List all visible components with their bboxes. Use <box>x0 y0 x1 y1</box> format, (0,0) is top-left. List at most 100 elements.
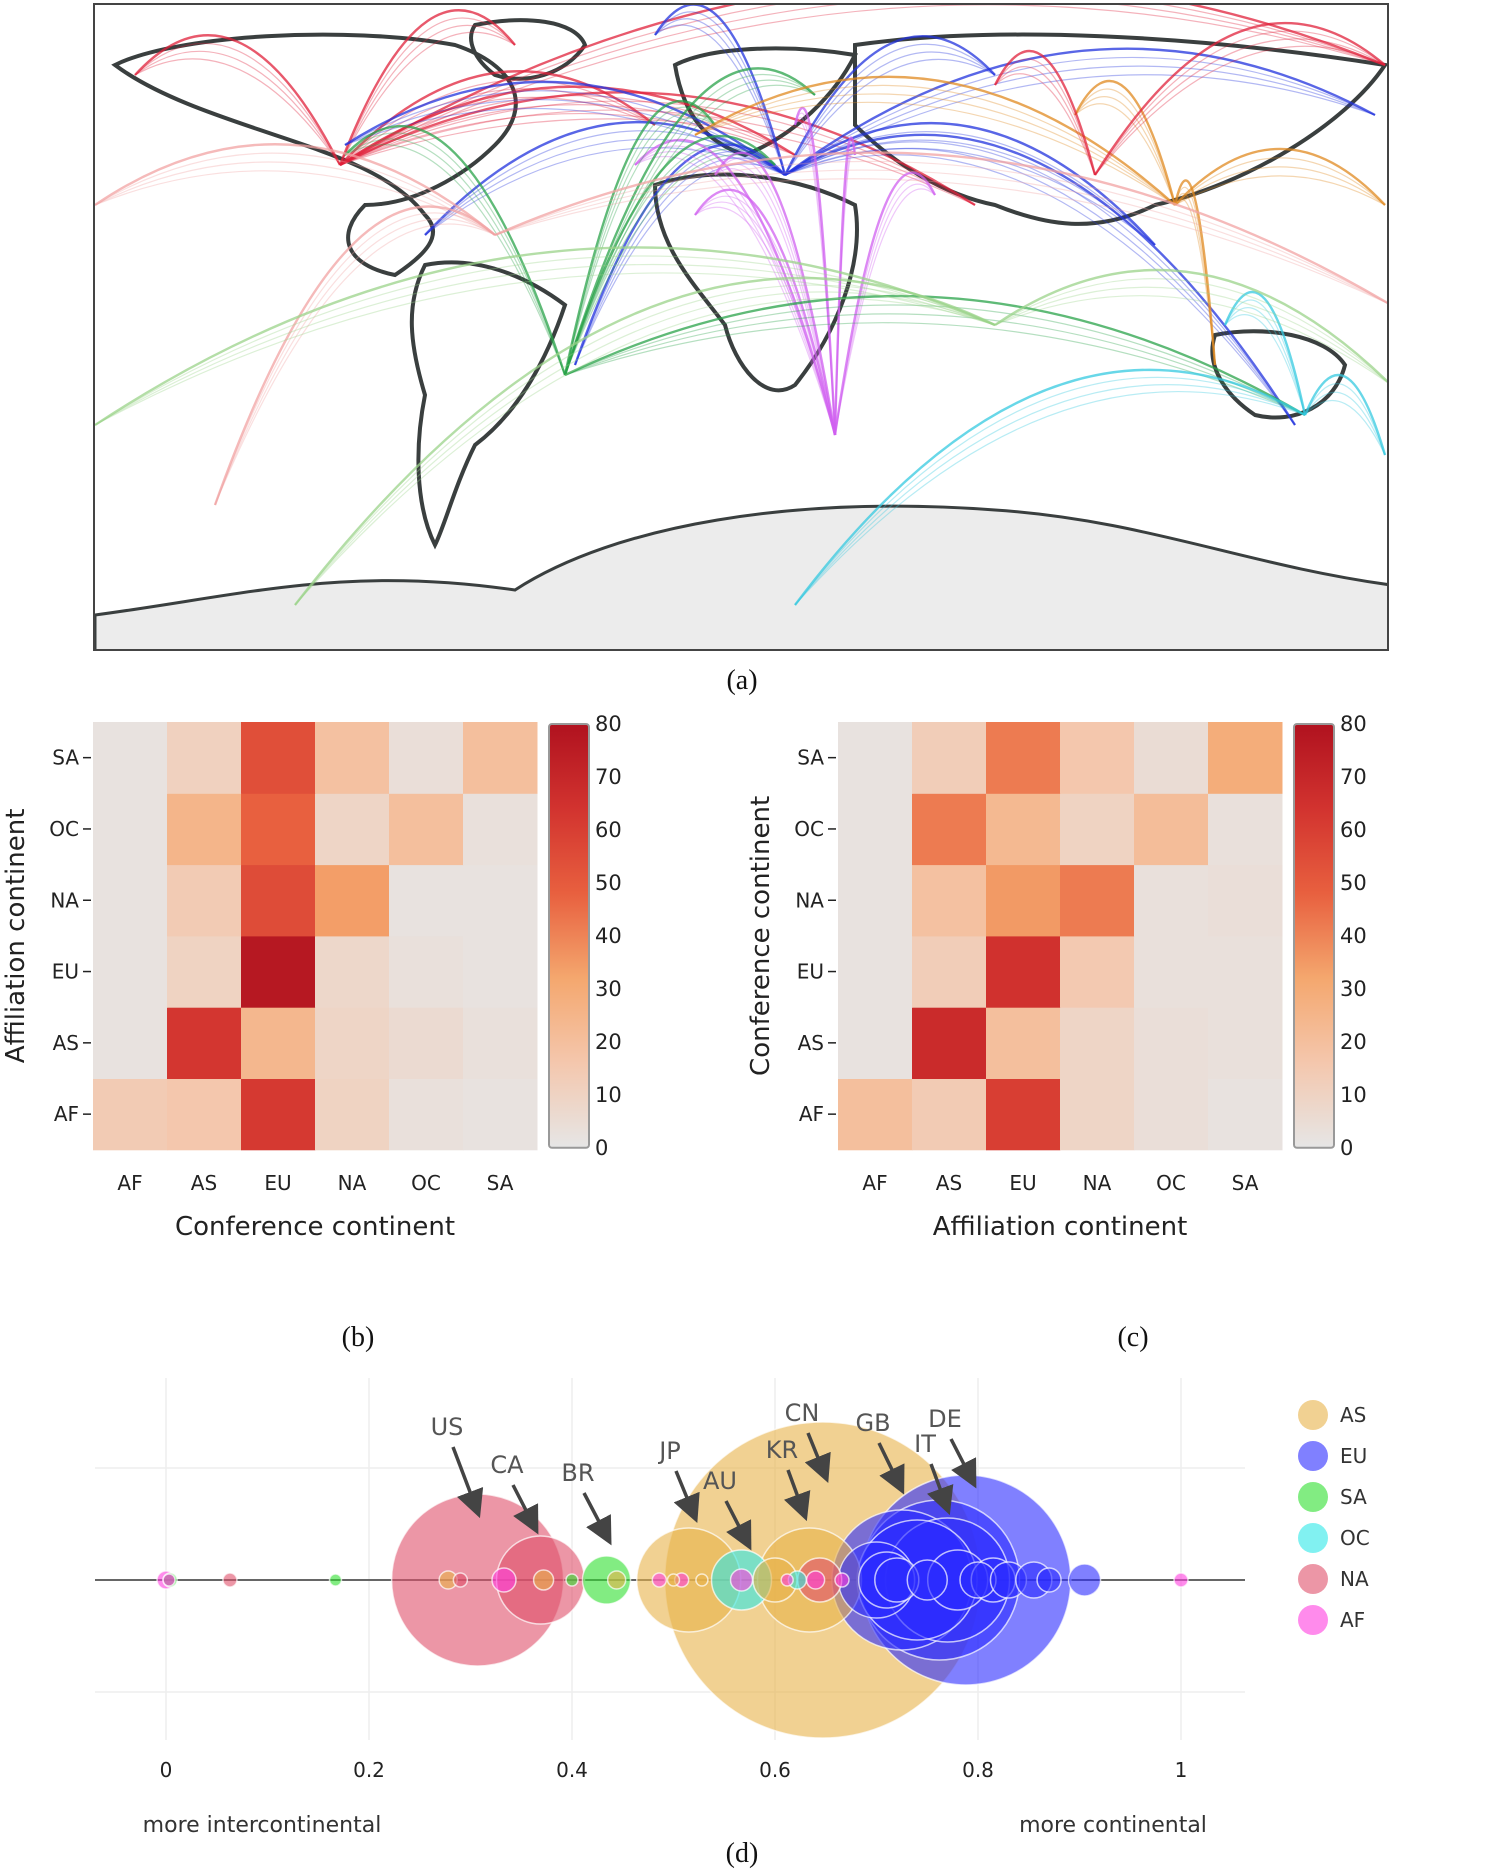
route-arc <box>494 151 1387 305</box>
route-arc <box>714 158 836 436</box>
route-arc <box>1224 299 1306 416</box>
bubble-AS <box>606 1570 627 1590</box>
heat-cell-EU-AF <box>93 935 168 1008</box>
route-arc <box>494 178 1387 304</box>
heat-cell-NA-OC <box>389 864 464 937</box>
route-arc <box>338 9 516 166</box>
route-arc <box>654 24 786 176</box>
route-arc <box>994 286 1387 383</box>
route-arc <box>339 118 976 206</box>
heatmap-affiliation-vs-conference: AF AS EU NA OC SA AF AS EU NA OC SA Conference conti… <box>1 712 622 1242</box>
y-tick-label: OC <box>49 817 79 841</box>
route-arc <box>654 18 786 176</box>
bubble-EU <box>906 1559 948 1601</box>
legend-label-NA: NA <box>1340 1567 1369 1591</box>
route-arc <box>339 5 1386 166</box>
heat-cell-SA-EU <box>986 722 1061 794</box>
route-arc <box>794 390 1306 606</box>
heat-cell-AS-SA <box>463 1007 538 1079</box>
route-arc <box>784 121 1156 246</box>
route-arc <box>344 90 786 176</box>
y-tick-label: AF <box>799 1102 824 1126</box>
route-arc <box>564 148 776 376</box>
colorbar-tick-label: 60 <box>595 818 622 842</box>
caption-b: (b) <box>341 1322 375 1353</box>
colorbar-tick-label: 80 <box>595 712 622 736</box>
route-arc <box>494 169 1387 304</box>
bubble-AF <box>1173 1572 1189 1588</box>
route-arc <box>784 141 1296 426</box>
heat-cell-SA-OC <box>1134 722 1209 794</box>
annotation-arrow <box>582 1492 612 1546</box>
route-arc <box>784 147 1156 246</box>
legend-label-AS: AS <box>1340 1403 1366 1427</box>
x-tick-label: EU <box>1009 1171 1036 1195</box>
route-arc <box>654 11 786 176</box>
route-arc <box>994 268 1387 383</box>
heat-cell-SA-NA <box>315 722 390 794</box>
bubble-AS <box>532 1569 555 1591</box>
route-arc <box>994 295 1387 383</box>
x-tick-label: 0.2 <box>353 1758 385 1782</box>
y-tick-label: AS <box>798 1031 824 1055</box>
route-arc <box>134 34 342 166</box>
route-arc <box>95 161 496 236</box>
route-arc <box>1094 45 1386 176</box>
heat-cell-AF-AS <box>167 1078 242 1151</box>
y-axis-title: Affiliation continent <box>1 809 31 1064</box>
x-tick-label: 0.4 <box>556 1758 588 1782</box>
route-arc <box>784 43 996 176</box>
colorbar-tick-label: 50 <box>1340 871 1367 895</box>
route-arc <box>1174 147 1386 206</box>
route-arc <box>1304 383 1386 456</box>
route-arc <box>994 278 1387 383</box>
colorbar-tick-label: 40 <box>595 924 622 948</box>
route-arc <box>339 113 796 166</box>
heat-cell-AF-SA <box>1208 1078 1283 1151</box>
legend-swatch-OC <box>1298 1523 1328 1553</box>
bubble-AF <box>162 1573 176 1587</box>
heat-cell-AS-AS <box>912 1007 987 1079</box>
heat-cell-OC-NA <box>1060 793 1135 866</box>
route-arc <box>784 65 1376 176</box>
heatmap-conference-vs-affiliation: AF AS EU NA OC SA AF AS EU NA OC SA Affiliation cont… <box>746 712 1367 1242</box>
annotation-arrow <box>804 1432 831 1483</box>
heat-cell-NA-NA <box>1060 864 1135 937</box>
heat-cell-AF-OC <box>1134 1078 1209 1151</box>
heat-cell-EU-AS <box>167 935 242 1008</box>
bubble-AF <box>834 1572 850 1588</box>
route-arc <box>344 132 566 376</box>
route-arc <box>634 151 836 436</box>
heat-cell-AS-OC <box>389 1007 464 1079</box>
x-tick-label: AF <box>117 1171 142 1195</box>
x-tick-label: OC <box>1156 1171 1186 1195</box>
route-arc <box>134 42 341 166</box>
heat-cell-OC-OC <box>1134 793 1209 866</box>
route-arc <box>714 168 836 436</box>
x-tick-label: 1 <box>1175 1758 1188 1782</box>
route-arc <box>784 131 1156 246</box>
x-tick-label: 0.8 <box>962 1758 994 1782</box>
route-arc <box>833 171 937 436</box>
annotation-arrow <box>451 1446 484 1519</box>
bubble-EU <box>1036 1567 1062 1593</box>
heat-cell-OC-AF <box>93 793 168 866</box>
route-arc <box>1223 291 1307 416</box>
heat-cell-EU-SA <box>1208 935 1283 1008</box>
route-arc <box>134 58 341 166</box>
annotation-IT: IT <box>914 1430 936 1458</box>
colorbar-tick-label: 20 <box>1340 1030 1367 1054</box>
route-arc <box>1174 166 1386 206</box>
x-tick-label: SA <box>487 1171 514 1195</box>
annotation-JP: JP <box>657 1437 681 1465</box>
route-arc <box>294 276 996 606</box>
bubble-NA <box>452 1572 469 1588</box>
legend-swatch-SA <box>1298 1482 1328 1512</box>
heat-cell-EU-EU <box>241 935 316 1008</box>
route-arc <box>294 297 996 606</box>
route-arc <box>713 151 837 436</box>
route-arc <box>794 120 836 436</box>
heat-cell-SA-SA <box>463 722 538 794</box>
heat-cell-SA-AF <box>838 722 913 794</box>
legend-label-OC: OC <box>1340 1526 1370 1550</box>
